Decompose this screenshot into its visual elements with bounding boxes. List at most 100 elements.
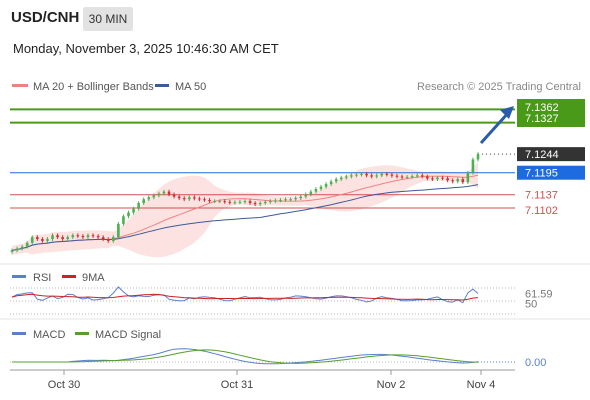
candle-body [243, 201, 247, 203]
candle-body [30, 237, 34, 243]
macd-signal-line [12, 349, 479, 364]
rsi-value-label: 61.59 [525, 288, 553, 300]
legend-rsi: RSI [33, 272, 51, 284]
legend-swatch-macd-signal [75, 332, 89, 335]
candle-body [137, 203, 140, 209]
legend-swatch-ma50 [155, 84, 169, 87]
support-label-2: 7.1102 [525, 205, 558, 217]
macd-line [12, 348, 479, 365]
candle-body [345, 176, 348, 178]
candle-body [147, 197, 151, 200]
candle-body [456, 179, 460, 182]
candle-body [132, 208, 135, 213]
candle-body [360, 173, 363, 175]
candle-body [436, 177, 439, 180]
candle-body [162, 191, 166, 194]
legend-swatch-ma20 [12, 84, 28, 87]
candle-body [258, 203, 262, 205]
chart-datetime: Monday, November 3, 2025 10:46:30 AM CET [13, 41, 279, 56]
candle-body [66, 237, 70, 240]
candle-body [304, 194, 308, 197]
candle-body [15, 248, 19, 251]
candle-body [233, 202, 237, 204]
candle-body [122, 216, 125, 224]
candle-body [380, 173, 384, 176]
candles [10, 152, 480, 254]
candle-body [157, 193, 161, 196]
bollinger-band [12, 162, 478, 258]
candle-body [294, 198, 297, 200]
candle-body [269, 201, 272, 203]
candle-body [385, 173, 389, 175]
current-price-label: 7.1244 [525, 149, 559, 161]
symbol-title: USD/CNH [11, 9, 80, 26]
candle-body [198, 198, 201, 200]
candle-body [451, 180, 454, 182]
candle-body [284, 199, 287, 201]
forecast-arrowhead [500, 106, 514, 119]
candle-body [324, 184, 328, 187]
legend-ma50: MA 50 [175, 81, 206, 93]
candle-body [248, 201, 252, 204]
candle-body [117, 223, 120, 238]
support-label-1: 7.1137 [525, 190, 558, 202]
candle-body [81, 236, 85, 238]
candle-body [395, 175, 399, 177]
candle-body [46, 239, 49, 241]
timeframe-badge[interactable]: 30 MIN [83, 7, 133, 31]
candle-body [61, 237, 64, 240]
candle-body [20, 246, 24, 249]
candle-body [375, 175, 378, 177]
candle-body [213, 201, 216, 203]
x-tick-label: Oct 31 [221, 379, 253, 391]
candle-body [279, 200, 282, 202]
ma50-line [11, 184, 479, 251]
candle-body [289, 199, 292, 201]
candle-body [441, 177, 444, 179]
candle-body [106, 239, 110, 241]
candle-body [314, 189, 318, 192]
x-tick-label: Oct 30 [48, 379, 80, 391]
candle-body [76, 235, 80, 237]
rsi-50-label: 50 [525, 299, 537, 311]
candle-body [51, 235, 54, 240]
pivot-label-bg [517, 165, 585, 180]
candle-body [142, 199, 145, 204]
candle-body [182, 198, 186, 200]
candle-body [86, 235, 90, 238]
candle-body [112, 237, 115, 241]
candle-body [319, 186, 323, 190]
candle-body [203, 199, 206, 201]
candle-body [370, 175, 373, 177]
candle-body [208, 200, 211, 202]
candle-body [25, 242, 29, 247]
candle-body [476, 154, 480, 160]
candle-body [193, 197, 196, 199]
legend-rsi-ma: 9MA [82, 272, 105, 284]
copyright-text: Research © 2025 Trading Central [417, 81, 581, 93]
legend-macd-signal: MACD Signal [95, 329, 161, 341]
candle-body [91, 235, 95, 237]
candle-body [152, 195, 156, 198]
candle-body [390, 174, 394, 176]
candle-body [299, 196, 303, 199]
candle-body [309, 191, 313, 195]
candle-body [405, 176, 409, 178]
candle-body [127, 212, 130, 217]
resistance-label-2: 7.1327 [525, 113, 559, 125]
candle-body [339, 177, 343, 180]
candle-body [420, 175, 424, 177]
candle-body [329, 181, 333, 185]
legend-macd: MACD [33, 329, 65, 341]
rsi-ma-line [11, 293, 479, 301]
candle-body [431, 178, 434, 180]
candle-body [446, 178, 449, 181]
candle-body [350, 175, 353, 177]
rsi-line [11, 286, 479, 304]
candle-body [466, 172, 470, 183]
candle-body [400, 176, 404, 178]
candle-body [36, 237, 39, 240]
pivot-label: 7.1195 [525, 168, 558, 180]
legend-ma20: MA 20 + Bollinger Bands [33, 81, 154, 93]
